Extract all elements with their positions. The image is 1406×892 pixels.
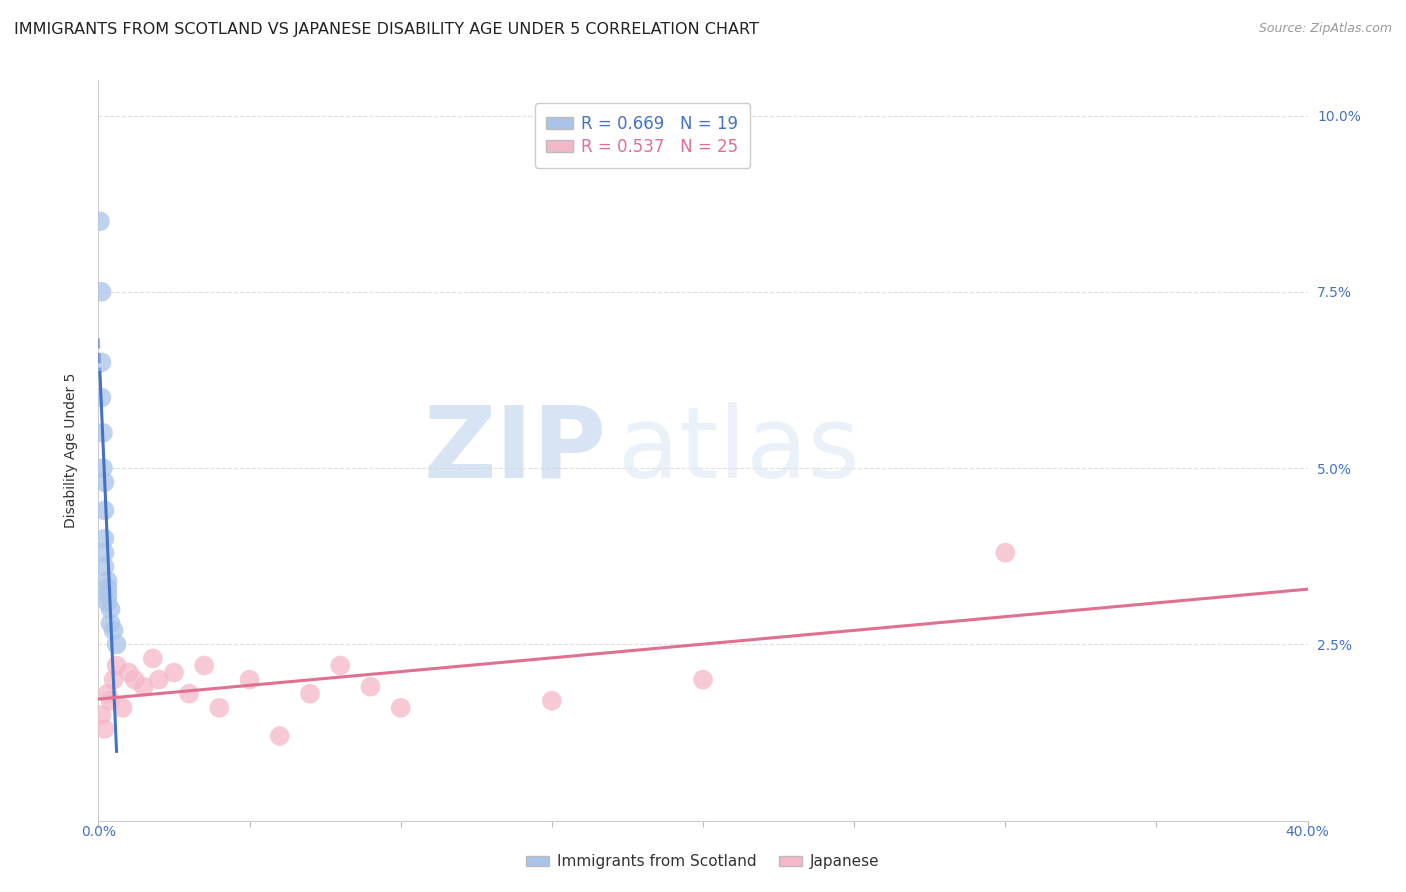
Point: [96, 687, 118, 701]
Point: [93, 503, 115, 517]
Point: [994, 546, 1017, 560]
Point: [179, 687, 201, 701]
Point: [329, 658, 352, 673]
Point: [89, 214, 111, 228]
Point: [163, 665, 186, 680]
Point: [90, 285, 112, 299]
Point: [90, 355, 112, 369]
Legend: R = 0.669   N = 19, R = 0.537   N = 25: R = 0.669 N = 19, R = 0.537 N = 25: [534, 103, 751, 168]
Point: [692, 673, 714, 687]
Point: [100, 616, 122, 631]
Point: [124, 673, 146, 687]
Point: [142, 651, 165, 665]
Point: [90, 391, 112, 405]
Point: [93, 475, 115, 490]
Point: [269, 729, 291, 743]
Point: [91, 425, 114, 440]
Point: [103, 673, 125, 687]
Point: [96, 574, 118, 588]
Point: [100, 602, 122, 616]
Point: [132, 680, 155, 694]
Point: [100, 694, 122, 708]
Point: [111, 701, 134, 715]
Point: [96, 588, 118, 602]
Point: [389, 701, 412, 715]
Text: 40.0%: 40.0%: [1285, 825, 1330, 839]
Point: [148, 673, 170, 687]
Y-axis label: Disability Age Under 5: Disability Age Under 5: [63, 373, 77, 528]
Text: 0.0%: 0.0%: [82, 825, 115, 839]
Point: [90, 707, 112, 722]
Point: [208, 701, 231, 715]
Text: IMMIGRANTS FROM SCOTLAND VS JAPANESE DISABILITY AGE UNDER 5 CORRELATION CHART: IMMIGRANTS FROM SCOTLAND VS JAPANESE DIS…: [14, 22, 759, 37]
Point: [93, 559, 115, 574]
Point: [93, 722, 115, 736]
Text: ZIP: ZIP: [423, 402, 606, 499]
Point: [96, 595, 118, 609]
Text: Source: ZipAtlas.com: Source: ZipAtlas.com: [1258, 22, 1392, 36]
Point: [239, 673, 262, 687]
Text: atlas: atlas: [619, 402, 860, 499]
Point: [105, 637, 128, 651]
Point: [103, 624, 125, 638]
Point: [299, 687, 322, 701]
Point: [540, 694, 562, 708]
Point: [105, 658, 128, 673]
Point: [193, 658, 215, 673]
Legend: Immigrants from Scotland, Japanese: Immigrants from Scotland, Japanese: [520, 848, 886, 875]
Point: [91, 461, 114, 475]
Point: [360, 680, 382, 694]
Point: [118, 665, 141, 680]
Point: [93, 532, 115, 546]
Point: [93, 546, 115, 560]
Point: [96, 581, 118, 595]
